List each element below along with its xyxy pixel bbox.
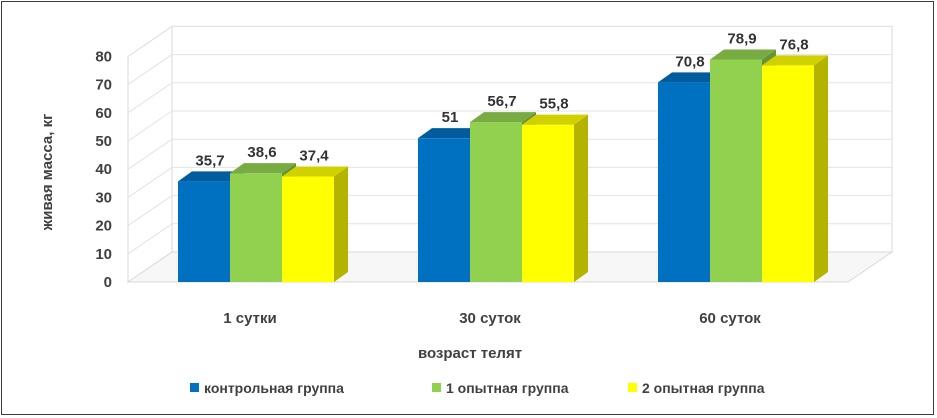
legend-item: контрольная группа [190, 380, 344, 396]
y-axis-title: живая масса, кг [39, 114, 56, 232]
data-label: 51 [442, 109, 459, 126]
bar-top [178, 171, 244, 182]
legend: контрольная группа 1 опытная группа 2 опыт… [190, 380, 765, 396]
y-tick-label: 0 [104, 274, 112, 291]
bar-front [282, 176, 334, 282]
side-gridline [127, 82, 173, 114]
y-tick-label: 40 [95, 161, 112, 178]
bar [230, 163, 296, 282]
bar-side [814, 55, 828, 283]
bar-front [710, 59, 762, 282]
bar-top [282, 166, 348, 177]
side-gridline [127, 54, 173, 86]
legend-swatch [432, 383, 441, 392]
x-category-label: 30 суток [459, 310, 521, 327]
bar-front [418, 138, 470, 282]
data-label: 70,8 [675, 53, 704, 70]
bar-side [574, 114, 588, 282]
bar-front [762, 65, 814, 282]
bar-top [418, 128, 484, 139]
side-gridline [127, 195, 173, 227]
bar-top [658, 72, 724, 83]
legend-label: контрольная группа [204, 380, 344, 396]
y-tick-label: 60 [95, 105, 112, 122]
legend-swatch [628, 383, 637, 392]
y-tick-label: 30 [95, 189, 112, 206]
side-gridline [127, 138, 173, 170]
bar-front [178, 181, 230, 282]
x-axis-title: возраст телят [418, 345, 522, 362]
bar-side [334, 166, 348, 282]
bar [762, 55, 828, 283]
bar-front [230, 173, 282, 282]
bar-top [762, 55, 828, 66]
data-label: 78,9 [727, 31, 756, 48]
bar-top [522, 114, 588, 125]
x-category-label: 1 сутки [223, 310, 276, 327]
data-label: 38,6 [247, 144, 276, 161]
x-category-label: 60 суток [699, 310, 761, 327]
legend-label: 1 опытная группа [446, 380, 569, 396]
bar [282, 166, 348, 282]
bar-top [710, 49, 776, 60]
data-label: 35,7 [195, 152, 224, 169]
legend-label: 2 опытная группа [642, 380, 765, 396]
legend-swatch [190, 383, 199, 392]
y-tick-label: 70 [95, 77, 112, 94]
y-tick-label: 10 [95, 246, 112, 263]
y-tick-label: 20 [95, 218, 112, 235]
x-axis-categories: 1 сутки 30 суток 60 суток [223, 310, 761, 327]
bar-front [522, 124, 574, 282]
bar-top [470, 112, 536, 123]
bars [178, 49, 828, 283]
data-labels: 35,7 38,6 37,4 51 56,7 55,8 70,8 78,9 76,8 [195, 31, 808, 170]
bar-front [658, 82, 710, 283]
side-gridline [127, 223, 173, 255]
bar [658, 72, 724, 283]
y-tick-label: 50 [95, 133, 112, 150]
bar [522, 114, 588, 282]
side-gridline [127, 25, 173, 57]
side-gridline [127, 166, 173, 198]
data-label: 76,8 [779, 36, 808, 53]
bar-top [230, 163, 296, 174]
y-axis-ticks: 0 10 20 30 40 50 60 70 80 [95, 48, 112, 291]
legend-item: 1 опытная группа [432, 380, 569, 396]
y-tick-label: 80 [95, 48, 112, 65]
data-label: 55,8 [539, 96, 568, 113]
legend-item: 2 опытная группа [628, 380, 765, 396]
side-gridline [127, 110, 173, 142]
data-label: 56,7 [487, 93, 516, 110]
data-label: 37,4 [299, 148, 329, 165]
bar-front [470, 122, 522, 282]
